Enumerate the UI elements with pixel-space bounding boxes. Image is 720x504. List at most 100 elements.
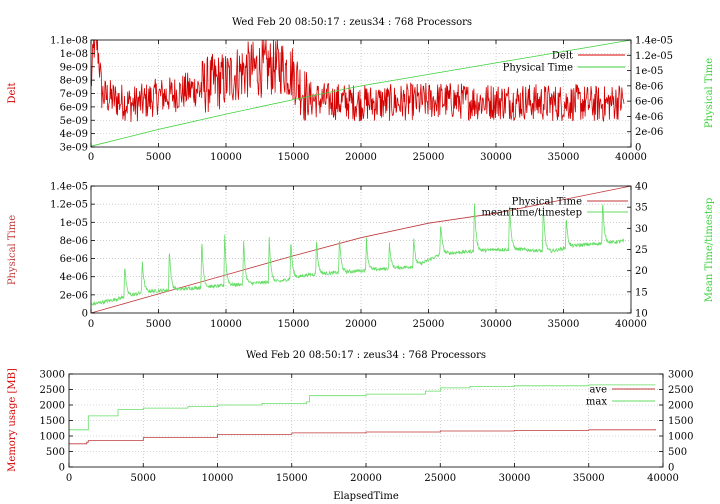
y2-tick-label: 15 bbox=[635, 287, 648, 298]
chart-physical-time-mean-time: Physical Time Mean Time/timestep 0 5000 10… bbox=[7, 182, 715, 331]
y2-tick-label: 8e-06 bbox=[635, 81, 663, 92]
y-tick-label: 4e-09 bbox=[60, 129, 88, 140]
chart1-ylabel: Delt bbox=[7, 82, 18, 103]
y2-tick-label: 4e-06 bbox=[635, 112, 663, 123]
x-tick-label: 0 bbox=[88, 319, 94, 330]
y2-tick-label: 2500 bbox=[668, 385, 693, 396]
y2-tick-label: 30 bbox=[635, 224, 648, 235]
x-tick-label: 35000 bbox=[548, 319, 580, 330]
x-tick-label: 10000 bbox=[210, 319, 242, 330]
y-tick-label: 0 bbox=[59, 463, 65, 474]
y-tick-label: 1.1e-08 bbox=[50, 36, 88, 47]
legend-label: meanTime/timestep bbox=[481, 208, 582, 219]
y2-tick-label: 1e-05 bbox=[635, 66, 663, 77]
y-tick-label: 2500 bbox=[40, 385, 65, 396]
y2-tick-label: 10 bbox=[635, 309, 648, 320]
series-line-physical-time bbox=[90, 39, 632, 147]
y-tick-label: 2e-06 bbox=[60, 290, 88, 301]
chart-delt-physical-time: Wed Feb 20 08:50:17 : zeus34 : 768 Proce… bbox=[7, 17, 715, 163]
series-line-physical-time bbox=[90, 185, 632, 314]
x-tick-label: 40000 bbox=[647, 473, 679, 484]
x-tick-label: 5000 bbox=[146, 319, 171, 330]
chart1-series bbox=[90, 39, 632, 147]
x-tick-label: 35000 bbox=[573, 473, 605, 484]
y-tick-label: 4e-06 bbox=[60, 272, 88, 283]
y2-tick-label: 2e-06 bbox=[635, 127, 663, 138]
legend-label: Physical Time bbox=[512, 197, 582, 208]
y-tick-label: 8e-09 bbox=[60, 76, 88, 87]
y-tick-label: 3000 bbox=[40, 370, 65, 381]
y-tick-label: 2000 bbox=[40, 401, 65, 412]
y2-tick-label: 40 bbox=[635, 182, 648, 193]
y-tick-label: 6e-06 bbox=[60, 254, 88, 265]
legend-label: max bbox=[586, 397, 607, 408]
y2-tick-label: 3000 bbox=[668, 370, 693, 381]
x-tick-label: 15000 bbox=[278, 152, 310, 163]
y2-tick-label: 2000 bbox=[668, 401, 693, 412]
chart3-ylabel: Memory usage [MB] bbox=[7, 368, 18, 472]
y2-tick-label: 1.2e-05 bbox=[635, 51, 673, 62]
x-tick-label: 25000 bbox=[424, 473, 456, 484]
chart3-title: Wed Feb 20 08:50:17 : zeus34 : 768 Proce… bbox=[246, 350, 486, 361]
y-tick-label: 9e-09 bbox=[60, 62, 88, 73]
x-tick-label: 10000 bbox=[202, 473, 234, 484]
y-tick-label: 1e-08 bbox=[60, 49, 88, 60]
y-tick-label: 3e-09 bbox=[60, 143, 88, 154]
chart3-xlabel: ElapsedTime bbox=[333, 491, 399, 502]
y-tick-label: 500 bbox=[46, 447, 65, 458]
x-tick-label: 20000 bbox=[350, 473, 382, 484]
x-tick-label: 5000 bbox=[146, 152, 171, 163]
x-tick-label: 5000 bbox=[131, 473, 156, 484]
chart2-grid bbox=[91, 186, 631, 313]
x-tick-label: 40000 bbox=[615, 152, 647, 163]
y-tick-label: 6e-09 bbox=[60, 102, 88, 113]
x-tick-label: 40000 bbox=[615, 319, 647, 330]
y2-tick-label: 0 bbox=[635, 143, 641, 154]
y2-tick-label: 35 bbox=[635, 203, 648, 214]
chart2-series bbox=[90, 185, 632, 314]
series-line-delt bbox=[90, 39, 625, 123]
x-tick-label: 20000 bbox=[345, 319, 377, 330]
y-tick-label: 5e-09 bbox=[60, 116, 88, 127]
x-tick-label: 30000 bbox=[480, 319, 512, 330]
y-tick-label: 1.4e-05 bbox=[50, 182, 88, 193]
x-tick-label: 20000 bbox=[345, 152, 377, 163]
y-tick-label: 1e-05 bbox=[60, 218, 88, 229]
x-tick-label: 0 bbox=[66, 473, 72, 484]
x-tick-label: 25000 bbox=[413, 152, 445, 163]
y-tick-label: 7e-09 bbox=[60, 89, 88, 100]
x-tick-label: 15000 bbox=[278, 319, 310, 330]
legend-label: Delt bbox=[552, 51, 573, 62]
y2-tick-label: 25 bbox=[635, 245, 648, 256]
x-tick-label: 0 bbox=[88, 152, 94, 163]
series-line-max bbox=[69, 384, 656, 431]
series-line-meantime-timestep bbox=[90, 203, 625, 306]
x-tick-label: 30000 bbox=[499, 473, 531, 484]
x-tick-label: 35000 bbox=[548, 152, 580, 163]
chart2-y2label: Mean Time/timestep bbox=[704, 198, 715, 302]
x-tick-label: 10000 bbox=[210, 152, 242, 163]
chart3-ticks: 0 5000 10000 15000 20000 25000 30000 35000 40000… bbox=[40, 370, 694, 485]
x-tick-label: 30000 bbox=[480, 152, 512, 163]
y2-tick-label: 1.4e-05 bbox=[635, 36, 673, 47]
y2-tick-label: 20 bbox=[635, 266, 648, 277]
chart3-grid bbox=[69, 374, 663, 467]
x-tick-label: 25000 bbox=[413, 319, 445, 330]
y2-tick-label: 1500 bbox=[668, 416, 693, 427]
y2-tick-label: 6e-06 bbox=[635, 97, 663, 108]
y-tick-label: 1.2e-05 bbox=[50, 200, 88, 211]
y-tick-label: 0 bbox=[82, 309, 88, 320]
chart-memory-usage: Wed Feb 20 08:50:17 : zeus34 : 768 Proce… bbox=[7, 350, 693, 502]
chart1-title: Wed Feb 20 08:50:17 : zeus34 : 768 Proce… bbox=[232, 17, 472, 28]
chart2-ylabel: Physical Time bbox=[7, 215, 18, 285]
legend-label: ave bbox=[589, 385, 607, 396]
y2-tick-label: 500 bbox=[668, 447, 687, 458]
y2-tick-label: 0 bbox=[668, 463, 674, 474]
chart1-y2label: Physical Time bbox=[704, 58, 715, 128]
legend-label: Physical Time bbox=[503, 63, 573, 74]
y-tick-label: 1500 bbox=[40, 416, 65, 427]
